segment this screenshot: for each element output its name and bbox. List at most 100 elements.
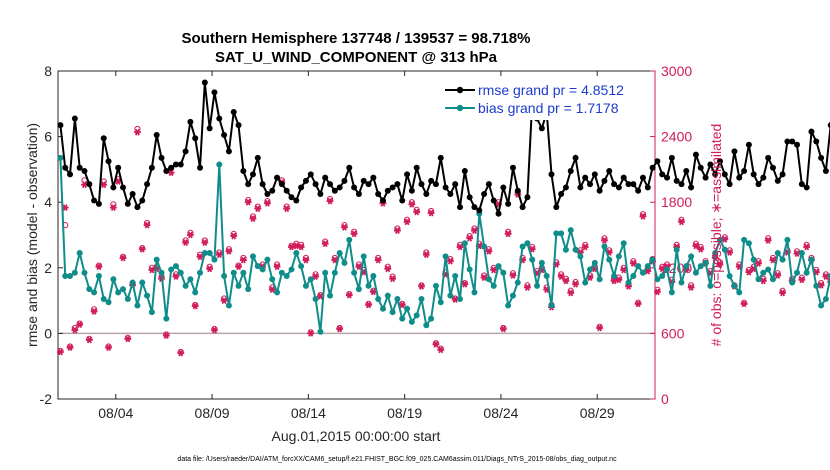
asterisk-stroke (741, 300, 747, 308)
obs-assimilated-point (384, 265, 392, 273)
obs-assimilated-point (779, 289, 786, 297)
asterisk-stroke (110, 204, 116, 212)
obs-assimilated-point (745, 268, 753, 276)
rmse-point (649, 164, 656, 171)
rmse-point (587, 181, 594, 188)
asterisk-stroke (804, 243, 810, 251)
rmse-point (697, 164, 704, 171)
asterisk-stroke (72, 326, 78, 334)
obs-possible-point (827, 276, 830, 283)
asterisk-stroke (770, 256, 776, 264)
bias-point (572, 246, 579, 253)
rmse-point (668, 154, 675, 161)
obs-assimilated-point (283, 205, 291, 213)
rmse-point (591, 171, 598, 178)
rmse-point (683, 168, 690, 175)
asterisk-stroke (207, 265, 213, 273)
bias-point (394, 295, 401, 302)
rmse-point (134, 204, 141, 211)
bias-point (312, 295, 319, 302)
bias-point (495, 263, 502, 270)
bias-point (721, 246, 728, 253)
rmse-point (153, 131, 160, 138)
bias-point (664, 266, 671, 273)
asterisk-stroke (139, 245, 145, 253)
asterisk-stroke (173, 273, 179, 280)
obs-assimilated-series (57, 128, 830, 357)
rmse-point (365, 181, 372, 188)
bias-point (784, 236, 791, 243)
bias-point (769, 276, 776, 283)
obs-assimilated-point (490, 266, 498, 274)
bias-point (726, 273, 733, 279)
rmse-point (408, 187, 415, 194)
rmse-series (57, 79, 830, 218)
asterisk-stroke (57, 348, 63, 356)
asterisk-stroke (563, 277, 569, 285)
obs-assimilated-point (403, 218, 411, 226)
bias-point (216, 161, 223, 168)
bias-point (601, 243, 608, 250)
bias-point (644, 263, 651, 270)
obs-assimilated-point (634, 300, 642, 308)
bias-point (712, 250, 719, 257)
bias-point (81, 269, 88, 276)
rmse-point (423, 191, 430, 197)
bias-point (798, 250, 805, 257)
rmse-point (784, 138, 791, 145)
rmse-point (731, 148, 738, 155)
rmse-point (351, 184, 358, 191)
obs-assimilated-point (639, 213, 647, 220)
rmse-point (442, 184, 449, 191)
asterisk-stroke (399, 301, 405, 309)
legend-rmse-marker (456, 86, 464, 94)
bias-point (659, 273, 666, 279)
bias-point (307, 276, 314, 283)
bias-point (774, 250, 781, 257)
rmse-point (678, 181, 685, 188)
asterisk-stroke (183, 239, 189, 247)
rmse-point (630, 181, 637, 188)
bias-point (134, 302, 141, 309)
y-axis-right-label: # of obs: o=possible; ∗=assimilated (708, 124, 724, 347)
bias-point (269, 276, 276, 283)
obs-assimilated-point (124, 335, 132, 343)
asterisk-stroke (317, 292, 323, 300)
rmse-point (572, 154, 579, 161)
obs-assimilated-point (215, 251, 223, 259)
bias-point (514, 279, 521, 286)
bias-point (129, 279, 136, 286)
rmse-point (355, 191, 362, 197)
bias-point (755, 276, 762, 283)
rmse-point (721, 171, 728, 178)
bias-point (707, 282, 714, 289)
rmse-point (818, 154, 825, 161)
asterisk-stroke (679, 218, 684, 226)
rmse-point (298, 184, 305, 191)
asterisk-stroke (481, 274, 487, 282)
bias-point (577, 253, 584, 260)
bias-point (485, 276, 492, 283)
rmse-point (601, 177, 608, 184)
bias-point (355, 286, 362, 293)
obs-assimilated-point (85, 336, 93, 344)
rmse-point (615, 184, 622, 191)
rmse-point (375, 191, 382, 197)
bias-point (447, 292, 454, 299)
rmse-point (240, 168, 247, 175)
obs-assimilated-point (186, 231, 194, 239)
rmse-point (707, 161, 714, 168)
obs-assimilated-point (755, 260, 762, 267)
asterisk-stroke (433, 340, 439, 348)
rmse-point (148, 164, 155, 171)
bias-point (688, 253, 695, 260)
rmse-point (736, 174, 743, 181)
obs-assimilated-point (114, 178, 122, 185)
bias-point (254, 263, 261, 270)
legend: rmse grand pr = 4.8512 bias grand pr = 1… (440, 78, 650, 120)
bias-point (119, 286, 126, 293)
asterisk-stroke (327, 197, 333, 205)
asterisk-stroke (284, 205, 290, 213)
rmse-point (278, 181, 285, 188)
rmse-point (798, 181, 805, 188)
